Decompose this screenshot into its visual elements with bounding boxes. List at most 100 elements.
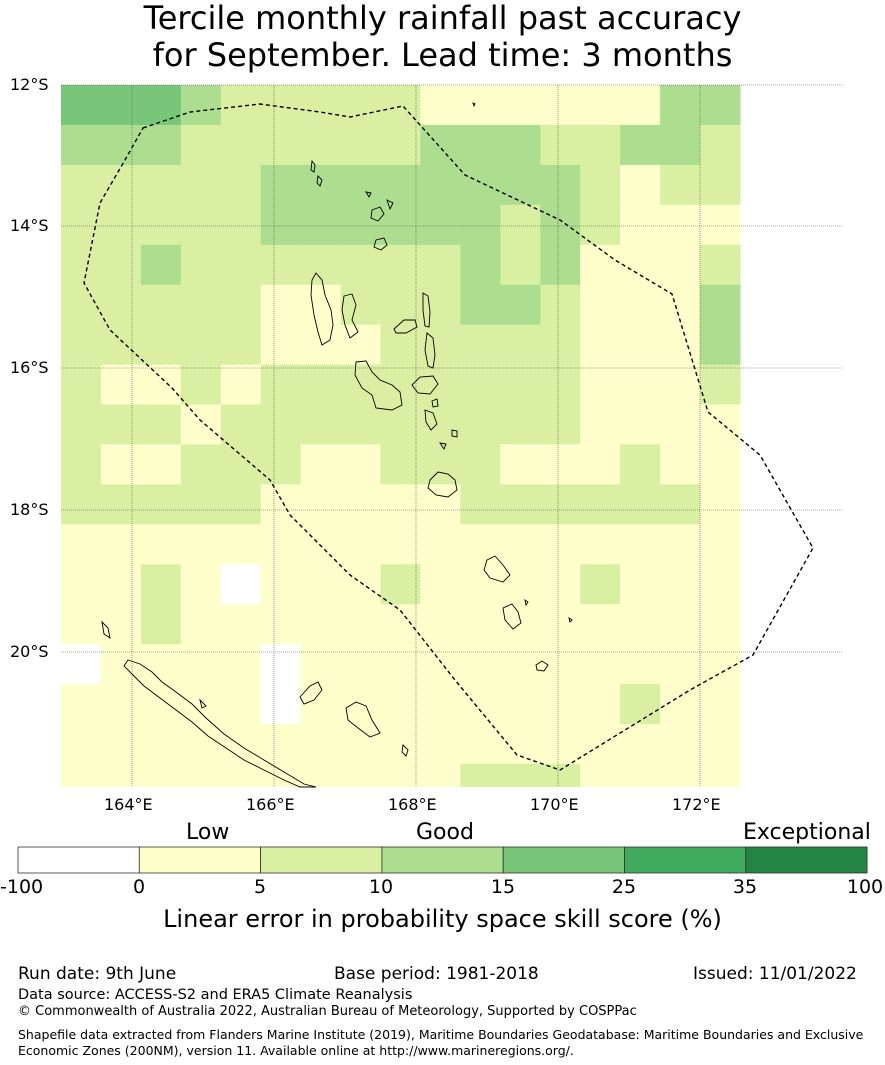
grid-cell — [580, 364, 621, 406]
grid-cell — [61, 484, 102, 525]
grid-cell — [100, 524, 142, 565]
grid-cell — [180, 244, 222, 286]
island-outline — [472, 102, 476, 108]
grid-cell — [300, 724, 342, 765]
grid-cell — [140, 124, 182, 166]
grid-cell — [100, 644, 142, 685]
grid-cell — [620, 124, 661, 166]
grid-cell — [61, 644, 102, 685]
grid-cell — [660, 484, 701, 525]
island-outline — [431, 398, 439, 408]
grid-cell — [180, 484, 222, 525]
island-outline — [401, 744, 409, 757]
grid-cell — [460, 763, 501, 787]
grid-cell — [300, 324, 342, 366]
grid-cell — [380, 164, 421, 206]
island-outline — [451, 429, 458, 438]
grid-cell — [100, 244, 142, 286]
grid-cell — [380, 244, 421, 286]
grid-cell — [340, 604, 382, 645]
grid-cell — [580, 444, 621, 485]
grid-cell — [420, 164, 461, 206]
grid-cell — [340, 444, 382, 485]
grid-cell — [500, 364, 541, 406]
grid-cell — [540, 284, 581, 326]
grid-cell — [500, 85, 541, 126]
grid-cell — [540, 763, 581, 787]
grid-cell — [620, 763, 661, 787]
grid-cell — [700, 124, 741, 166]
grid-cell — [620, 684, 661, 725]
island-outline — [439, 442, 447, 450]
grid-cell — [420, 324, 461, 366]
lon-label-164e: 164°E — [104, 795, 153, 814]
island-outline — [199, 698, 207, 709]
grid-cell — [660, 204, 701, 246]
grid-cell — [700, 85, 741, 126]
grid-cell — [260, 484, 302, 525]
grid-cell — [100, 85, 142, 126]
island-outline — [483, 555, 511, 583]
grid-cell — [140, 204, 182, 246]
grid-cell — [580, 644, 621, 685]
grid-cell — [100, 564, 142, 605]
colorbar-box — [502, 846, 625, 874]
grid-cell — [460, 484, 501, 525]
grid-cell — [300, 404, 342, 445]
grid-cell — [460, 244, 501, 286]
grid-cell — [260, 284, 302, 326]
grid-cell — [540, 404, 581, 445]
grid-cell — [460, 564, 501, 605]
grid-cell — [340, 284, 382, 326]
grid-cell — [460, 364, 501, 406]
grid-cell — [100, 484, 142, 525]
grid-cell — [61, 724, 102, 765]
grid-cell — [580, 604, 621, 645]
colorbar-caption: Linear error in probability space skill … — [163, 905, 722, 933]
grid-cell — [100, 604, 142, 645]
grid-cell — [100, 324, 142, 366]
grid-cell — [140, 244, 182, 286]
grid-cell — [500, 604, 541, 645]
map-title: Tercile monthly rainfall past accuracy f… — [0, 0, 885, 74]
grid-cell — [660, 444, 701, 485]
grid-cell — [180, 604, 222, 645]
grid-cell — [460, 324, 501, 366]
grid-cell — [140, 444, 182, 485]
grid-cell — [700, 404, 741, 445]
island-outline — [424, 332, 436, 369]
grid-cell — [620, 204, 661, 246]
grid-cell — [220, 604, 262, 645]
grid-cell — [260, 204, 302, 246]
skill-score-grid — [61, 85, 741, 787]
grid-cell — [300, 604, 342, 645]
grid-cell — [460, 124, 501, 166]
grid-cell — [180, 324, 222, 366]
grid-cell — [700, 364, 741, 406]
grid-cell — [660, 85, 701, 126]
grid-cell — [580, 484, 621, 525]
grid-cell — [180, 564, 222, 605]
grid-cell — [100, 364, 142, 406]
grid-cell — [100, 124, 142, 166]
island-outline — [101, 620, 111, 639]
grid-cell — [700, 164, 741, 206]
grid-cell — [580, 85, 621, 126]
grid-cell — [380, 484, 421, 525]
grid-cell — [220, 284, 262, 326]
grid-cell — [500, 284, 541, 326]
grid-cell — [580, 404, 621, 445]
issued-date: Issued: 11/01/2022 — [693, 964, 857, 984]
grid-cell — [380, 324, 421, 366]
grid-cell — [140, 644, 182, 685]
grid-cell — [540, 85, 581, 126]
grid-cell — [620, 404, 661, 445]
colorbar-box — [381, 846, 504, 874]
grid-cell — [61, 524, 102, 565]
grid-cell — [380, 564, 421, 605]
colorbar-boxes — [17, 846, 868, 874]
grid-cell — [100, 684, 142, 725]
grid-cell — [620, 564, 661, 605]
island-outline — [373, 237, 388, 251]
